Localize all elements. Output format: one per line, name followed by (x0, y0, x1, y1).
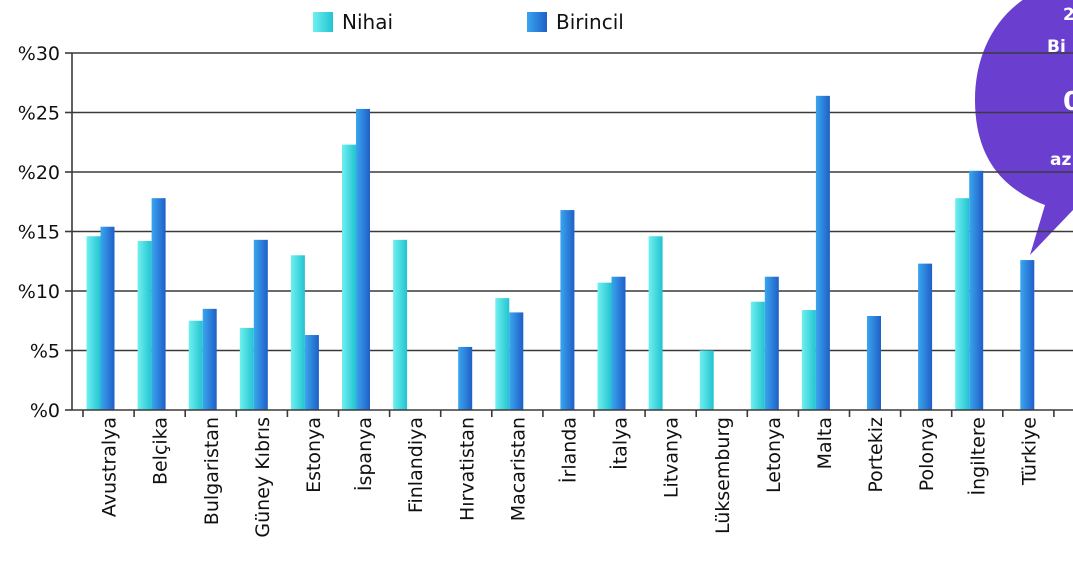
axes (71, 53, 1073, 417)
x-tick-label: Hırvatistan (456, 417, 478, 521)
y-tick-label: %5 (30, 341, 60, 363)
bar-birincil (100, 226, 115, 410)
bar-birincil (356, 108, 370, 411)
x-tick-label: Bulgaristan (201, 417, 223, 525)
bar-birincil (253, 239, 268, 410)
y-tick-label: %25 (18, 103, 60, 125)
bar-nihai (495, 298, 510, 410)
x-tick-label: İngiltere (966, 417, 989, 496)
x-tick-label: Litvanya (661, 417, 683, 498)
x-tick-label: Polonya (916, 417, 938, 491)
bar-birincil (1020, 260, 1035, 410)
y-tick-label: %20 (18, 162, 60, 184)
y-tick-label: %30 (18, 43, 60, 65)
bar-birincil (969, 170, 984, 410)
bar-birincil (815, 95, 830, 410)
bar-birincil (509, 312, 524, 410)
y-tick-label: %10 (18, 281, 60, 303)
x-axis-labels: Avustralya Belçika Bulgaristan Güney Kıbrıs… (99, 417, 1041, 538)
bar-birincil (304, 335, 319, 410)
bar-nihai (290, 255, 305, 410)
bar-nihai (393, 239, 408, 410)
bar-birincil (764, 276, 779, 410)
grid-lines (72, 52, 1073, 352)
x-tick-label: Belçika (150, 417, 172, 485)
x-tick-label: Macaristan (507, 417, 529, 521)
legend-swatch-nihai (313, 12, 333, 32)
bars (86, 95, 1035, 411)
x-tick-label: Avustralya (99, 417, 121, 517)
x-tick-label: Estonya (303, 417, 325, 493)
bar-birincil (202, 308, 217, 410)
callout-text: 2 Bi 0 az (1047, 5, 1073, 170)
x-tick-label: Malta (814, 417, 836, 469)
bar-nihai (239, 327, 254, 410)
x-tick-label: İtalya (609, 417, 632, 470)
bar-birincil (560, 210, 575, 410)
callout-bubble: 2 Bi 0 az (975, 0, 1073, 255)
bar-nihai (342, 144, 356, 410)
x-tick-label: Portekiz (865, 417, 887, 493)
bar-birincil (918, 263, 933, 410)
x-tick-label: İrlanda (557, 417, 580, 483)
x-tick-label: Lüksemburg (712, 417, 734, 534)
bar-nihai (648, 236, 663, 410)
bar-nihai (137, 241, 152, 410)
legend-label-nihai: Nihai (342, 10, 393, 34)
bar-nihai (699, 350, 714, 410)
bar-birincil (611, 276, 626, 410)
bar-birincil (867, 315, 881, 410)
bar-nihai (750, 301, 765, 410)
y-axis-ticks: %0 %5 %10 %15 %20 %25 %30 (18, 43, 72, 422)
bar-nihai (86, 236, 101, 410)
x-tick-label: Türkiye (1018, 417, 1040, 486)
x-tick-label: Güney Kıbrıs (252, 417, 274, 538)
legend: Nihai Birincil (313, 10, 624, 34)
x-tick-label: Letonya (763, 417, 785, 493)
y-tick-label: %15 (18, 222, 60, 244)
bar-nihai (188, 320, 203, 410)
bar-nihai (801, 310, 816, 410)
callout-shape (975, 0, 1073, 255)
x-tick-label: İspanya (353, 417, 376, 491)
bar-nihai (955, 198, 970, 410)
y-tick-label: %0 (30, 400, 60, 422)
legend-label-birincil: Birincil (556, 10, 624, 34)
bar-birincil (458, 346, 473, 410)
bar-nihai (597, 282, 612, 410)
x-tick-label: Finlandiya (405, 417, 427, 513)
legend-swatch-birincil (527, 12, 547, 32)
bar-birincil (151, 198, 166, 410)
